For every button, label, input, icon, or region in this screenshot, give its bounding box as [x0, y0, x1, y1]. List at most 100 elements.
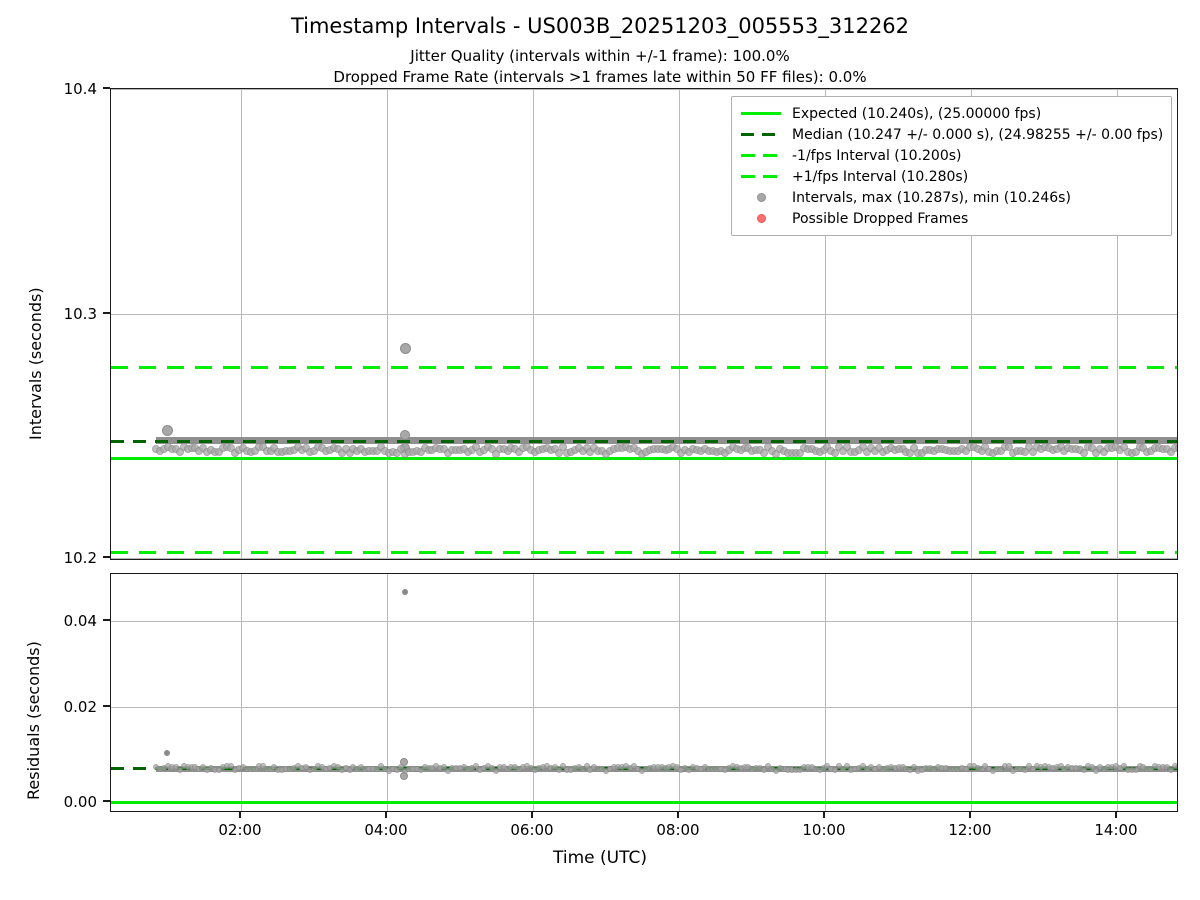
residual-marker	[1093, 767, 1100, 774]
gridline-x-0200	[241, 89, 242, 559]
x-axis-label: Time (UTC)	[553, 848, 647, 868]
xtick-label-1400: 14:00	[1094, 821, 1138, 839]
residual-marker	[472, 762, 479, 769]
legend-key-intervals-marker	[739, 189, 783, 207]
interval-outlier-max	[400, 343, 411, 354]
residual-marker	[441, 764, 448, 771]
residual-marker	[1148, 766, 1155, 773]
residual-marker	[962, 766, 969, 773]
gridline-x-1200-res	[971, 574, 972, 811]
residual-marker	[844, 762, 851, 769]
gridline-y-0-04	[111, 621, 1177, 622]
gridline-y-10-2	[111, 558, 1177, 559]
interval-marker	[1171, 443, 1177, 452]
xtick-mark-1000	[823, 811, 825, 818]
interval-point-0410-high	[400, 430, 410, 440]
residual-marker	[911, 763, 918, 770]
residual-marker	[1006, 762, 1013, 769]
residuals-y-axis-label: Residuals (seconds)	[24, 641, 43, 800]
gridline-x-1000-res	[825, 574, 826, 811]
residual-marker	[1029, 766, 1036, 773]
legend-key-plus-one-fps-line	[739, 168, 783, 186]
gridline-x-1400	[1117, 89, 1118, 559]
residual-marker	[860, 762, 866, 769]
residual-marker	[840, 765, 847, 772]
ytick-label-0-00: 0.00	[63, 793, 97, 811]
gridline-x-1200	[971, 89, 972, 559]
residual-marker	[773, 767, 780, 774]
gridline-x-0600-res	[533, 574, 534, 811]
gridline-x-0800-res	[679, 574, 680, 811]
xtick-label-1200: 12:00	[948, 821, 992, 839]
chart-subtitle-dropped-frame-rate: Dropped Frame Rate (intervals >1 frames …	[333, 68, 867, 86]
gridline-y-10-4	[111, 89, 1177, 90]
ytick-label-0-02: 0.02	[63, 698, 97, 716]
residual-marker	[1120, 763, 1127, 770]
xtick-label-0800: 08:00	[656, 821, 700, 839]
ytick-label-10-2: 10.2	[63, 549, 97, 567]
ytick-mark-10-4	[103, 87, 110, 89]
intervals-y-axis-label: Intervals (seconds)	[26, 287, 45, 440]
legend-label-plus-one-fps: +1/fps Interval (10.280s)	[792, 168, 969, 185]
residual-marker	[176, 766, 183, 773]
residual-marker	[228, 763, 235, 770]
residual-marker	[271, 763, 278, 770]
xtick-mark-0200	[239, 811, 241, 818]
legend-entry-intervals: Intervals, max (10.287s), min (10.246s)	[739, 187, 1163, 208]
ytick-mark-0-04	[103, 619, 110, 621]
interval-marker	[1175, 443, 1177, 452]
residual-point-early	[164, 750, 170, 756]
residual-marker	[1081, 767, 1088, 774]
legend-entry-expected: Expected (10.240s), (25.00000 fps)	[739, 103, 1163, 124]
residual-marker	[551, 764, 558, 771]
legend-key-expected-line	[739, 105, 783, 123]
xtick-mark-0800	[677, 811, 679, 818]
residual-marker	[1089, 763, 1096, 770]
interval-marker	[554, 449, 563, 457]
residual-marker	[1168, 766, 1175, 773]
refline-median	[111, 440, 1177, 443]
legend-entry-plus-one-fps: +1/fps Interval (10.280s)	[739, 166, 1163, 187]
ytick-mark-10-2	[103, 556, 110, 558]
gridline-y-0-02	[111, 707, 1177, 708]
xtick-mark-0600	[531, 811, 533, 818]
chart-title: Timestamp Intervals - US003B_20251203_00…	[290, 14, 910, 38]
legend-label-minus-one-fps: -1/fps Interval (10.200s)	[792, 147, 962, 164]
residual-marker	[393, 767, 400, 774]
xtick-mark-0400	[385, 811, 387, 818]
legend-label-intervals: Intervals, max (10.287s), min (10.246s)	[792, 189, 1071, 206]
residual-outlier-max	[402, 589, 408, 595]
legend-key-minus-one-fps-line	[739, 147, 783, 165]
residual-marker	[492, 767, 499, 774]
residual-marker	[334, 764, 341, 771]
refline-minus-one-fps	[111, 551, 1177, 554]
legend-key-median-line	[739, 126, 783, 144]
refline-expected	[111, 457, 1177, 460]
residual-marker	[200, 763, 207, 770]
residual-marker	[796, 767, 803, 774]
chart-subtitle-jitter-quality: Jitter Quality (intervals within +/-1 fr…	[410, 47, 790, 65]
residual-marker	[579, 766, 586, 773]
residual-marker	[1057, 763, 1064, 770]
residual-marker	[824, 763, 831, 769]
interval-point-early	[162, 425, 173, 436]
residual-marker	[761, 767, 768, 774]
residual-marker	[583, 763, 590, 770]
gridline-x-0800	[679, 89, 680, 559]
residual-point-0410-high	[400, 758, 408, 766]
residual-marker	[1132, 766, 1139, 773]
residual-marker	[555, 767, 562, 774]
residual-marker	[1176, 763, 1177, 770]
gridline-x-0600	[533, 89, 534, 559]
residual-marker	[907, 767, 914, 774]
gridline-y-10-3	[111, 314, 1177, 315]
ytick-label-10-3: 10.3	[63, 305, 97, 323]
residual-marker	[1025, 763, 1032, 770]
chart-legend: Expected (10.240s), (25.00000 fps) Media…	[731, 96, 1172, 236]
legend-entry-minus-one-fps: -1/fps Interval (10.200s)	[739, 145, 1163, 166]
xtick-mark-1400	[1115, 811, 1117, 818]
ytick-label-10-4: 10.4	[63, 80, 97, 98]
xtick-label-0200: 02:00	[218, 821, 262, 839]
residual-marker	[559, 762, 566, 769]
legend-label-expected: Expected (10.240s), (25.00000 fps)	[792, 105, 1042, 122]
